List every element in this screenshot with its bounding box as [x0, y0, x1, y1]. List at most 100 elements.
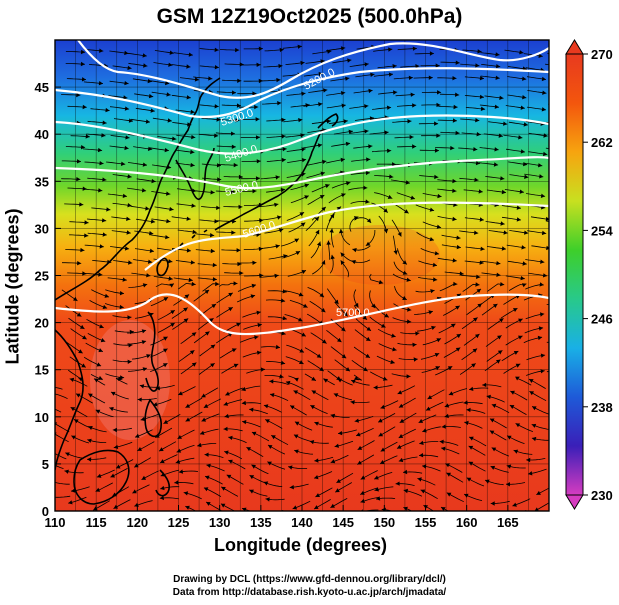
- streamline-arrowhead: [140, 416, 146, 422]
- streamline-arrowhead: [341, 327, 346, 332]
- streamline-arrowhead: [455, 347, 461, 352]
- streamline-arrowhead: [335, 488, 340, 493]
- streamline-arrowhead: [281, 331, 286, 336]
- streamline-arrowhead: [127, 65, 132, 71]
- streamline-arrowhead: [318, 71, 323, 77]
- streamline-arrowhead: [106, 207, 111, 212]
- streamline-arrowhead: [277, 215, 282, 220]
- streamline-arrowhead: [236, 322, 241, 327]
- streamline-arrowhead: [224, 450, 229, 455]
- streamline-arrowhead: [251, 431, 257, 436]
- streamline-arrowhead: [299, 360, 304, 364]
- streamline-arrowhead: [241, 386, 246, 392]
- colorbar-bottom-arrow: [565, 494, 584, 510]
- streamline-arrowhead: [518, 135, 523, 140]
- streamline-arrowhead: [269, 379, 274, 384]
- streamline-arrowhead: [95, 487, 101, 492]
- streamline-arrowhead: [214, 47, 219, 52]
- streamline-arrowhead: [429, 237, 434, 242]
- streamline-arrowhead: [485, 479, 490, 484]
- streamline-arrowhead: [301, 91, 306, 96]
- streamline-arrowhead: [163, 336, 168, 341]
- streamline-arrowhead: [545, 216, 549, 222]
- coast-taiwan: [156, 257, 169, 277]
- streamline-arrowhead: [382, 376, 388, 381]
- streamline-arrowhead: [99, 244, 104, 249]
- streamline-arrowhead: [340, 91, 346, 96]
- streamline-arrowhead: [515, 423, 521, 428]
- x-axis-label: Longitude (degrees): [213, 535, 387, 555]
- streamline-arrowhead: [282, 316, 287, 321]
- streamline-arrowhead: [523, 122, 528, 127]
- streamline-arrowhead: [275, 344, 280, 350]
- streamline-arrowhead: [137, 397, 142, 402]
- streamline-arrowhead: [364, 104, 369, 109]
- wind-streamlines: [55, 44, 549, 526]
- streamline-arrowhead: [318, 102, 323, 107]
- streamline-arrowhead: [141, 340, 147, 345]
- streamline-arrowhead: [452, 118, 457, 123]
- streamline-arrowhead: [546, 245, 549, 251]
- streamline-arrowhead: [205, 475, 210, 480]
- streamline-arrowhead: [239, 62, 244, 67]
- streamline-arrowhead: [233, 363, 239, 368]
- streamline-arrowhead: [123, 95, 128, 100]
- streamline-arrowhead: [301, 270, 306, 274]
- streamline-arrowhead: [446, 492, 452, 497]
- streamline-arrowhead: [387, 194, 393, 199]
- colorbar-label: 270: [591, 47, 613, 62]
- streamline-arrowhead: [82, 186, 87, 191]
- streamline-arrowhead: [184, 294, 190, 299]
- streamline-arrowhead: [354, 418, 359, 423]
- streamline-arrowhead: [188, 277, 193, 283]
- streamline-arrowhead: [74, 419, 79, 424]
- streamline-arrowhead: [315, 229, 320, 235]
- contour-5400: [55, 114, 549, 155]
- streamline-arrowhead: [476, 132, 481, 137]
- coast-sulawesi: [155, 469, 171, 497]
- streamline-arrowhead: [445, 463, 450, 468]
- streamline-arrowhead: [170, 323, 175, 327]
- streamline-arrowhead: [453, 104, 458, 110]
- credit-drawing: Drawing by DCL (https://www.gfd-dennou.o…: [173, 574, 446, 585]
- streamline-arrowhead: [163, 419, 169, 424]
- streamline-arrowhead: [538, 326, 544, 331]
- streamline-arrowhead: [420, 489, 426, 494]
- streamline-arrowhead: [520, 105, 525, 110]
- streamline-arrowhead: [252, 189, 257, 194]
- streamline-arrowhead: [76, 393, 81, 398]
- streamline-arrowhead: [395, 481, 400, 486]
- streamline-arrowhead: [500, 282, 505, 287]
- streamline-arrowhead: [142, 283, 148, 288]
- streamline-arrowhead: [159, 495, 164, 501]
- streamline-arrowhead: [280, 298, 286, 303]
- streamline-arrowhead: [255, 176, 260, 181]
- streamline-arrowhead: [294, 449, 299, 454]
- streamline-arrowhead: [190, 109, 195, 115]
- streamline-arrowhead: [540, 193, 546, 198]
- streamline-arrowhead: [95, 409, 101, 414]
- streamline-arrowhead: [210, 233, 215, 238]
- streamline-arrowhead: [507, 435, 512, 440]
- streamline-arrowhead: [410, 92, 415, 97]
- streamline: [312, 516, 329, 526]
- streamline-arrowhead: [431, 325, 436, 330]
- streamline-arrowhead: [381, 323, 386, 328]
- streamline-arrowhead: [188, 52, 193, 57]
- streamline-arrowhead: [280, 187, 285, 193]
- streamline-arrowhead: [317, 143, 323, 148]
- streamline-arrowhead: [412, 103, 417, 108]
- streamline-arrowhead: [542, 90, 547, 95]
- streamline-arrowhead: [102, 177, 107, 182]
- contour-5300: [55, 67, 549, 119]
- streamline-arrowhead: [279, 47, 284, 53]
- streamline-arrowhead: [452, 258, 457, 263]
- streamline-arrowhead: [231, 348, 237, 353]
- streamline-arrowhead: [365, 336, 371, 341]
- y-tick-label: 10: [35, 410, 49, 425]
- streamline-arrowhead: [208, 76, 213, 81]
- streamline: [546, 371, 549, 373]
- streamline-arrowhead: [170, 310, 175, 315]
- streamline-arrowhead: [155, 386, 160, 391]
